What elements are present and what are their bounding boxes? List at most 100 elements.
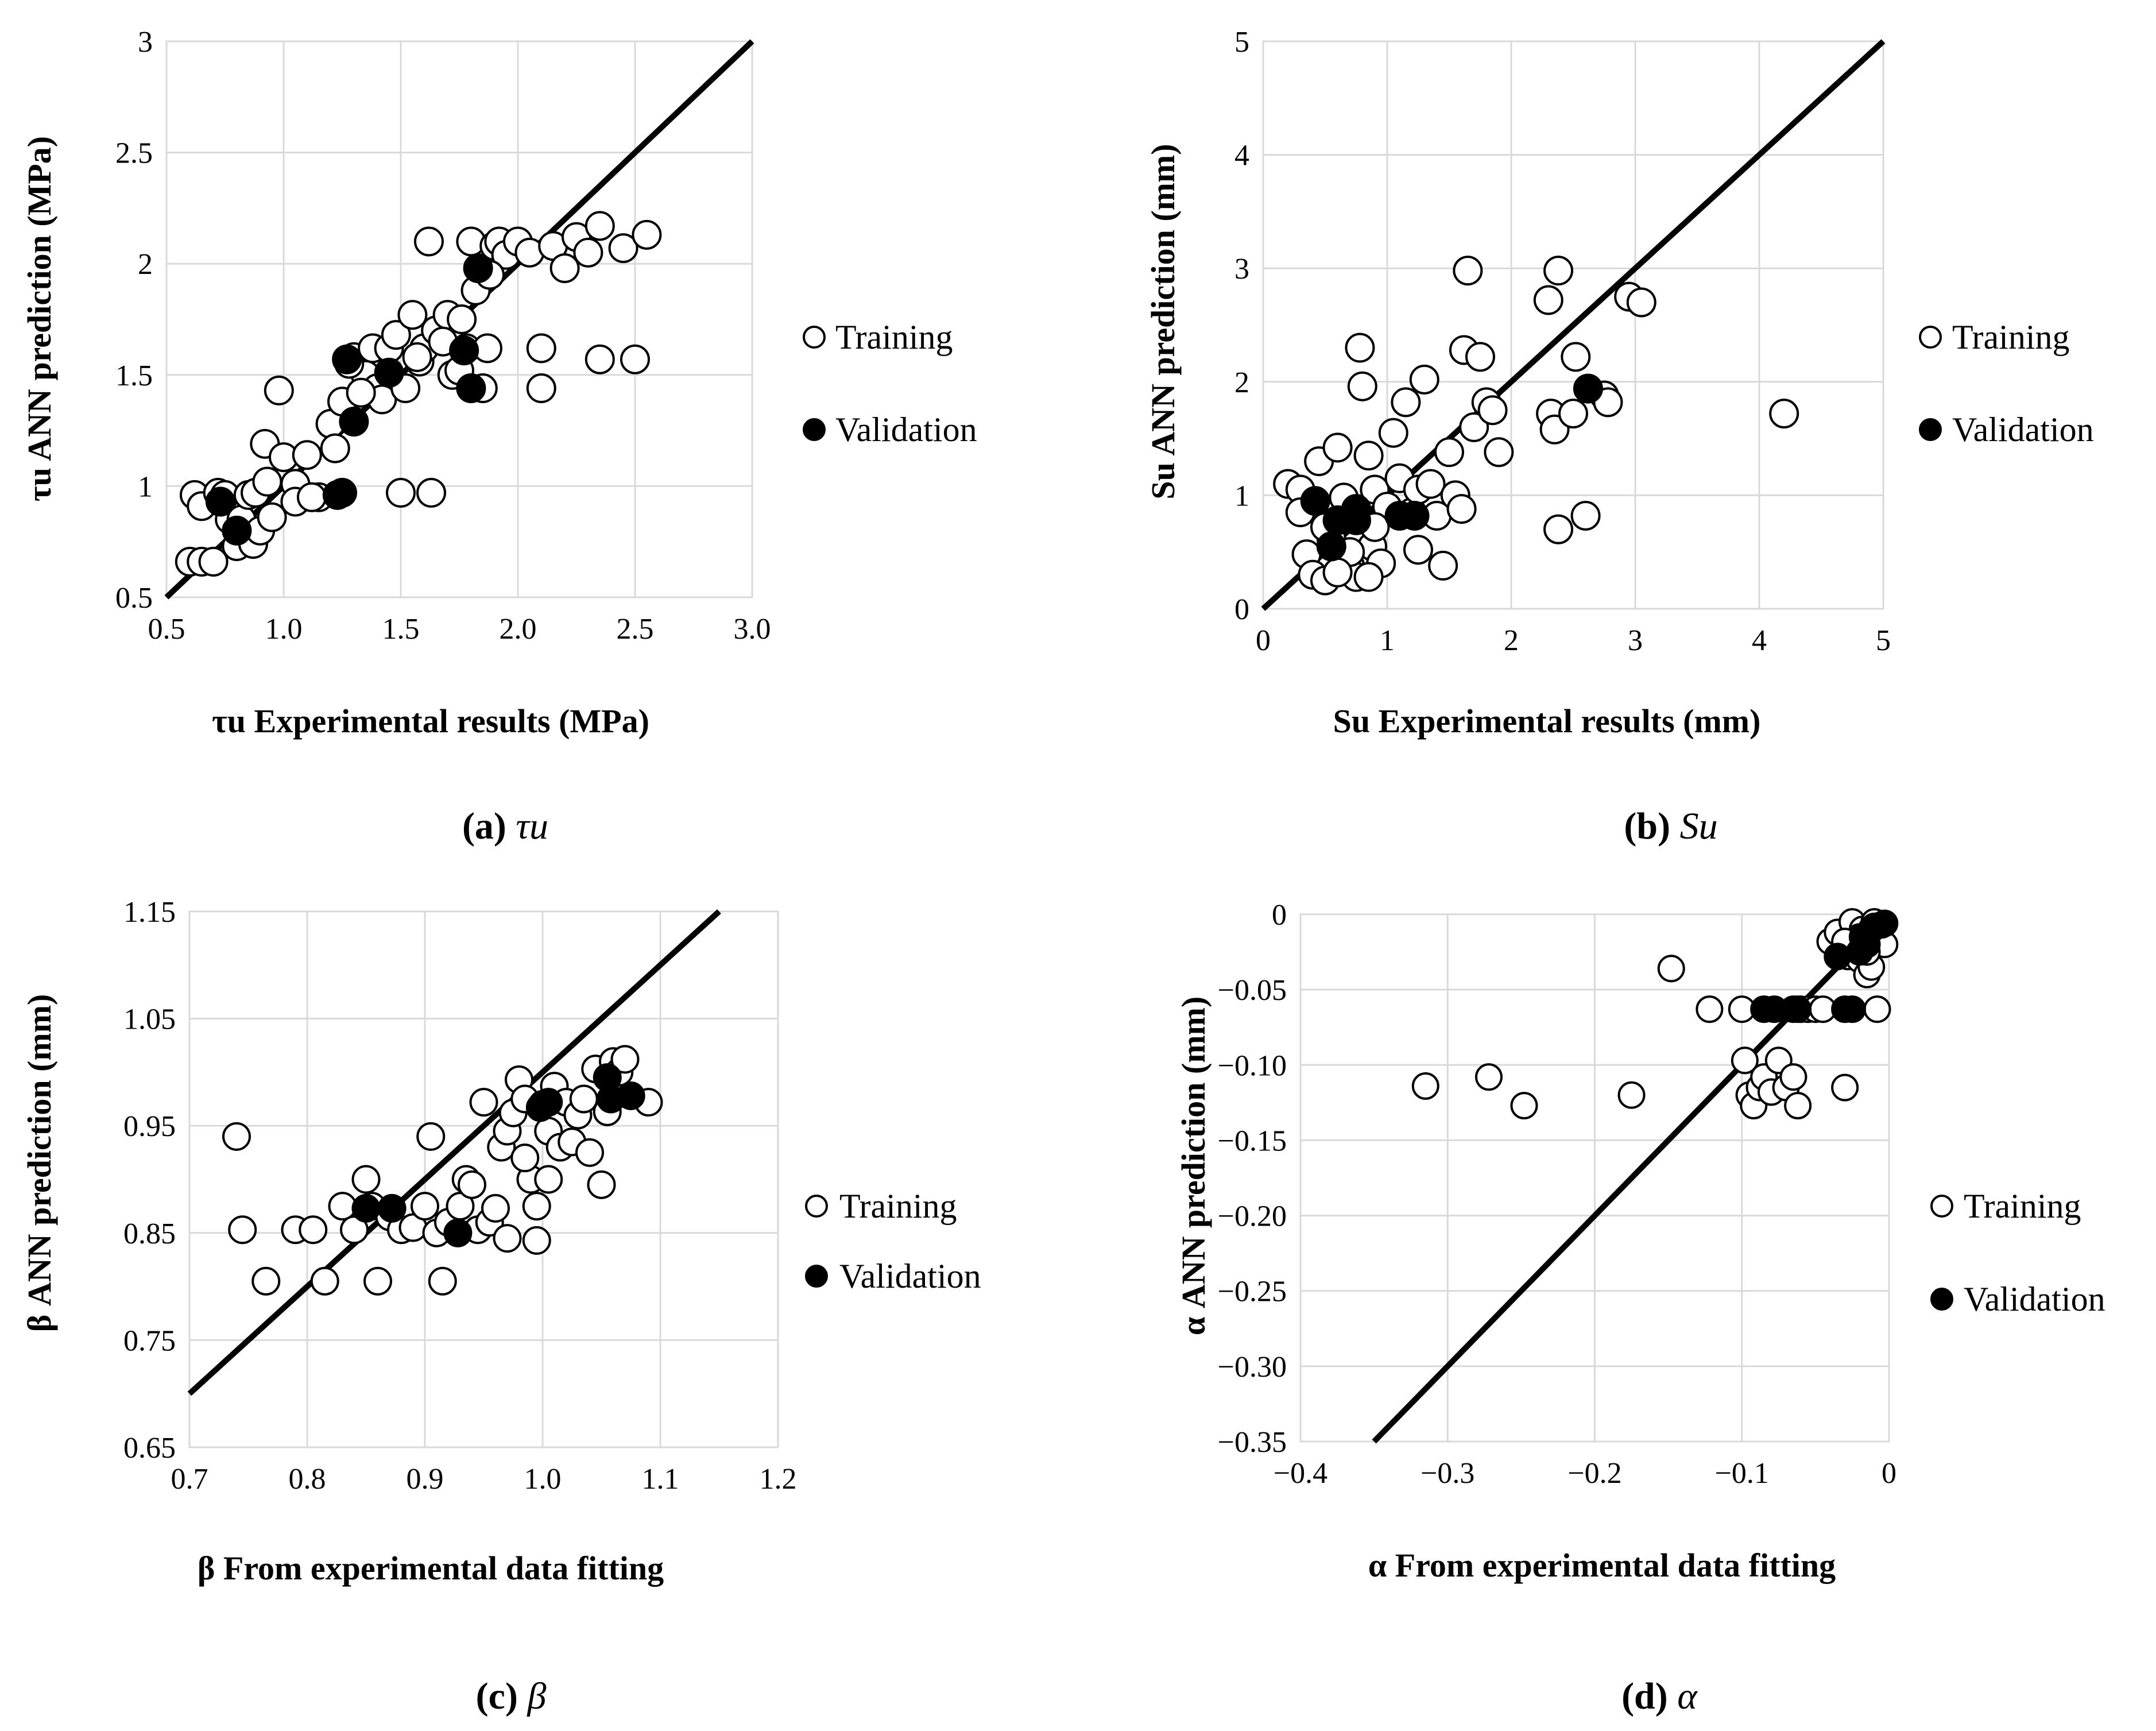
y-tick-label: 1: [138, 470, 153, 503]
panel-d-points: [1411, 908, 1899, 1120]
y-tick-label: 0.5: [115, 582, 153, 615]
training-point: [252, 466, 282, 497]
training-point: [351, 1165, 381, 1194]
panel-a-legend: Training Validation: [803, 318, 977, 449]
training-point: [310, 1266, 339, 1296]
training-point: [569, 1084, 598, 1114]
training-point: [1484, 437, 1514, 467]
training-point: [1428, 550, 1458, 581]
panel-a-yticks: 0.5 1 1.5 2 2.5 3: [115, 26, 153, 615]
training-point: [1465, 342, 1495, 372]
training-point: [1434, 437, 1464, 467]
validation-point: [377, 1193, 407, 1223]
x-tick-label: 0.8: [289, 1463, 326, 1496]
y-tick-label: 1.15: [123, 896, 176, 929]
panel-b-points: [1273, 256, 1799, 596]
training-point: [346, 377, 376, 408]
x-tick-label: 0.5: [148, 613, 185, 646]
validation-point: [222, 515, 252, 546]
legend-training-marker: [805, 1195, 828, 1218]
validation-point: [374, 357, 404, 388]
x-tick-label: −0.3: [1420, 1457, 1474, 1490]
training-point: [1409, 364, 1439, 395]
x-tick-label: 2: [1504, 624, 1519, 657]
panel-d-ylabel: α ANN prediction (mm): [1175, 996, 1212, 1335]
validation-point: [456, 373, 486, 404]
training-point: [1477, 395, 1508, 426]
x-tick-label: 1.5: [382, 613, 420, 646]
training-point: [1731, 1046, 1759, 1075]
training-point: [428, 1266, 457, 1296]
validation-point: [449, 335, 479, 366]
training-point: [292, 440, 322, 470]
panel-d-caption-symbol: α: [1677, 1675, 1698, 1717]
training-point: [1558, 399, 1588, 429]
training-point: [328, 1192, 357, 1221]
training-point: [573, 237, 603, 268]
validation-point: [205, 486, 235, 517]
legend-training-label: Training: [835, 318, 953, 356]
validation-point: [616, 1081, 645, 1110]
training-point: [481, 1193, 510, 1223]
legend-training-marker: [1919, 326, 1942, 349]
training-point: [386, 478, 416, 508]
training-point: [1769, 399, 1799, 429]
training-point: [458, 1170, 486, 1199]
panel-a-points: [175, 211, 662, 577]
training-point: [1322, 432, 1353, 463]
x-tick-label: 1.0: [524, 1463, 562, 1496]
panel-c-points: [222, 1045, 663, 1296]
training-point: [1510, 1092, 1538, 1120]
y-tick-label: −0.25: [1218, 1276, 1287, 1308]
training-point: [416, 478, 447, 508]
panel-a-xticks: 0.5 1.0 1.5 2.0 2.5 3.0: [148, 613, 771, 646]
training-point: [1626, 287, 1656, 318]
x-tick-label: 0.7: [171, 1463, 208, 1496]
training-point: [585, 344, 615, 374]
y-tick-label: 5: [1234, 26, 1249, 59]
training-point: [1863, 995, 1891, 1023]
y-tick-label: −0.05: [1218, 974, 1287, 1007]
training-point: [198, 547, 229, 577]
panel-d-xlabel: α From experimental data fitting: [1368, 1547, 1836, 1584]
panel-c: 0.7 0.8 0.9 1.0 1.1 1.2 0.65 0.75 0.85 0.95 1.05 1…: [21, 896, 981, 1717]
panel-c-ylabel: β ANN prediction (mm): [21, 994, 58, 1332]
legend-training-label: Training: [839, 1187, 957, 1225]
validation-point: [1341, 505, 1371, 535]
y-tick-label: −0.30: [1218, 1351, 1287, 1384]
training-point: [1403, 535, 1433, 565]
training-point: [534, 1165, 563, 1194]
x-tick-label: −0.2: [1567, 1457, 1621, 1490]
x-tick-label: 2.5: [617, 613, 654, 646]
y-tick-label: 0.65: [123, 1432, 176, 1465]
panel-c-caption: (c) β: [476, 1675, 547, 1717]
y-tick-label: 3: [138, 26, 153, 59]
panel-d-legend: Training Validation: [1930, 1187, 2105, 1318]
x-tick-label: 0.9: [407, 1463, 444, 1496]
training-point: [411, 1192, 439, 1221]
y-tick-label: 0: [1234, 593, 1249, 626]
panel-b-caption-label: (b): [1624, 805, 1670, 847]
panel-b-caption-symbol: Su: [1680, 805, 1718, 847]
training-point: [575, 1138, 604, 1167]
identity-line: [1372, 912, 1891, 1444]
panel-b: 0 1 2 3 4 5 0 1 2 3 4 5 Su Experimental results (m…: [1144, 26, 2094, 847]
y-tick-label: 0: [1272, 899, 1287, 932]
training-point: [1453, 256, 1483, 286]
training-point: [1543, 514, 1574, 544]
training-point: [402, 342, 432, 372]
training-point: [320, 433, 350, 463]
validation-point: [339, 407, 369, 437]
validation-point: [1399, 500, 1430, 531]
training-point: [469, 1088, 498, 1117]
panel-b-yticks: 0 1 2 3 4 5: [1234, 26, 1249, 626]
panel-b-caption: (b) Su: [1624, 805, 1717, 847]
training-point: [510, 1143, 540, 1173]
panel-c-xlabel: β From experimental data fitting: [198, 1550, 664, 1587]
y-tick-label: 1.05: [123, 1003, 176, 1036]
training-point: [1411, 1072, 1439, 1100]
x-tick-label: 4: [1752, 624, 1767, 657]
training-point: [1657, 955, 1685, 983]
training-point: [416, 1122, 446, 1151]
training-point: [1617, 1081, 1646, 1109]
